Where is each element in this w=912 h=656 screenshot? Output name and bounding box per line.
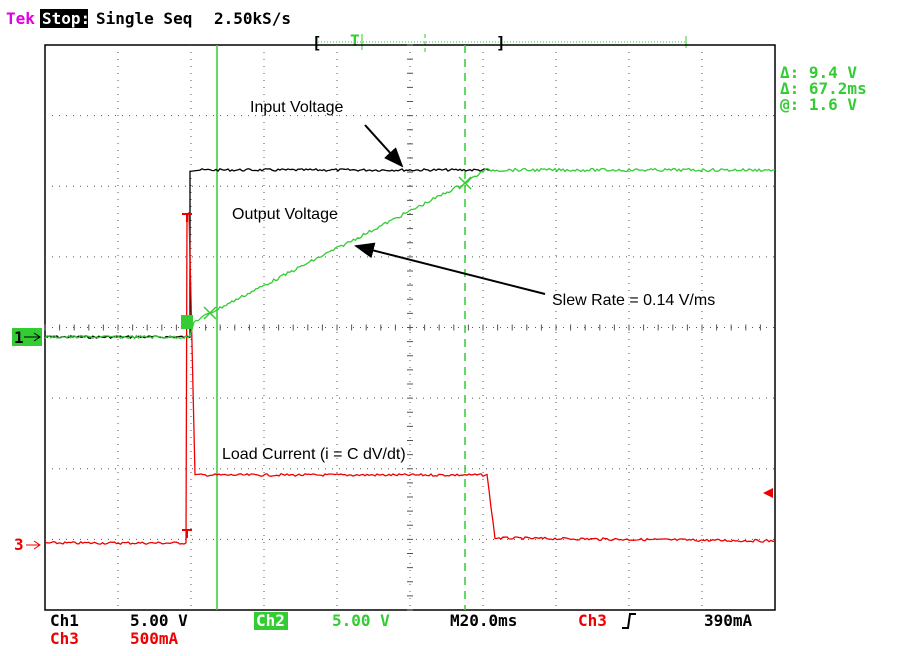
sample-rate: 2.50kS/s [214, 9, 291, 28]
load-label: Load Current (i = C dV/dt) [222, 446, 406, 463]
traces [44, 167, 776, 545]
readout-at: @: 1.6 V [780, 95, 857, 114]
status: Stop: [42, 9, 90, 28]
ch3-scale: 500mA [130, 629, 179, 648]
trigger-level-marker [763, 488, 773, 498]
ch3-label: Ch3 [50, 629, 79, 648]
record-bar: [ ] T [312, 31, 687, 52]
ch2-trace [44, 167, 775, 340]
trigger-source: Ch3 [578, 611, 607, 630]
brand: Tek [6, 9, 35, 28]
ch3-marker-t [182, 213, 192, 538]
slew-arrow [354, 242, 546, 295]
status-box [40, 9, 88, 28]
ch2-label: Ch2 [256, 611, 285, 630]
readout-delta-v: Δ: 9.4 V [780, 63, 857, 82]
mode: Single Seq [96, 9, 192, 28]
output-label: Output Voltage [232, 206, 338, 223]
ch3-arrow [26, 540, 41, 550]
timebase: M20.0ms [450, 611, 517, 630]
ch3-marker: 3 [14, 535, 24, 554]
svg-text:]: ] [496, 33, 506, 52]
readout-delta-t: Δ: 67.2ms [780, 79, 867, 98]
cursor-cross [203, 306, 217, 320]
cursor-cross [458, 176, 472, 190]
ch1-arrow [24, 332, 41, 342]
graticule [44, 44, 776, 611]
ch1-scale: 5.00 V [130, 611, 188, 630]
svg-text:T: T [350, 31, 360, 50]
ch3-trace [44, 211, 776, 545]
ch2-scale: 5.00 V [332, 611, 390, 630]
ch2-box [254, 612, 288, 630]
trigger-slope [622, 613, 636, 629]
svg-text:[: [ [312, 33, 322, 52]
ch2-marker-u [181, 315, 193, 329]
ch1-marker: 1 [14, 328, 24, 347]
slew-label: Slew Rate = 0.14 V/ms [552, 292, 715, 309]
input-arrow [364, 124, 404, 168]
input-label: Input Voltage [250, 99, 344, 116]
ch1-label: Ch1 [50, 611, 79, 630]
trigger-level: 390mA [704, 611, 753, 630]
